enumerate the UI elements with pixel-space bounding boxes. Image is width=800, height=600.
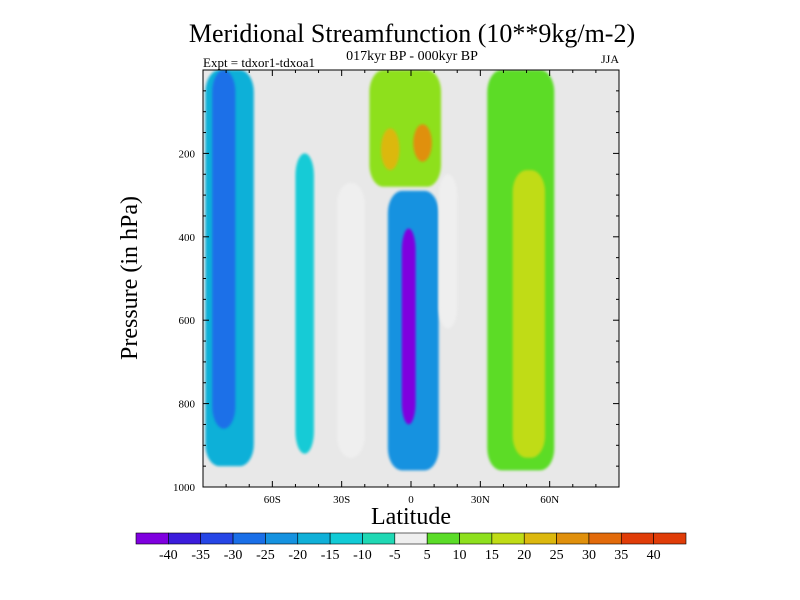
- colorbar-swatch: [297, 532, 331, 545]
- x-tick-label: 60N: [540, 494, 559, 506]
- colorbar-label: 5: [424, 548, 431, 563]
- y-tick-label: 400: [179, 232, 196, 244]
- colorbar-label: 30: [582, 548, 596, 563]
- y-tick-label: 200: [179, 148, 196, 160]
- colorbar-label: 40: [647, 548, 661, 563]
- colorbar-label: -40: [159, 548, 178, 563]
- x-tick-label: 60S: [264, 494, 281, 506]
- colorbar-swatch: [653, 532, 687, 545]
- y-tick-label: 1000: [173, 482, 196, 494]
- x-tick-label: 30N: [471, 494, 490, 506]
- colorbar-label: 15: [485, 548, 499, 563]
- contour-upper-pos-core-n: [413, 124, 432, 162]
- y-axis-label: Pressure (in hPa): [117, 196, 143, 360]
- colorbar-swatch: [232, 532, 266, 545]
- colorbar-swatch: [426, 532, 460, 545]
- colorbar-swatch: [491, 532, 525, 545]
- colorbar-label: -5: [389, 548, 401, 563]
- colorbar-label: -15: [321, 548, 340, 563]
- colorbar-label: 20: [517, 548, 531, 563]
- colorbar-swatch: [394, 532, 428, 545]
- colorbar-label: -10: [353, 548, 372, 563]
- y-tick-label: 600: [179, 315, 196, 327]
- colorbar-swatch: [588, 532, 622, 545]
- chart-subtitle: 017kyr BP - 000kyr BP: [346, 49, 478, 64]
- colorbar-label: -25: [256, 548, 275, 563]
- colorbar-swatch: [329, 532, 363, 545]
- colorbar-swatch: [459, 532, 493, 545]
- contour-upper-pos-core-s: [380, 128, 400, 171]
- season-label: JJA: [601, 52, 619, 66]
- contour-layer: [205, 70, 555, 471]
- colorbar-swatch: [523, 532, 557, 545]
- y-tick-label: 800: [179, 399, 196, 411]
- contour-tropical-neg-core: [401, 228, 416, 425]
- colorbar-swatch: [556, 532, 590, 545]
- contour-sh-30s-band: [337, 182, 365, 458]
- colorbar-label: -35: [191, 548, 210, 563]
- contour-nh-midlat-core: [512, 170, 546, 458]
- colorbar-swatch: [265, 532, 299, 545]
- colorbar-swatch: [200, 532, 234, 545]
- contour-sh-midlat-cell: [295, 153, 314, 454]
- colorbar: -40 -35 -30 -25 -20 -15 -10 -5 5 10 15 20 25 30 35 40: [135, 532, 687, 563]
- x-axis-label: Latitude: [371, 504, 451, 530]
- contour-sh-polar-core: [212, 70, 236, 429]
- x-axis: 60S 30S 0 30N 60N: [225, 70, 597, 506]
- experiment-label: Expt = tdxor1-tdxoa1: [203, 55, 315, 70]
- colorbar-label: 35: [614, 548, 628, 563]
- colorbar-label: 25: [550, 548, 564, 563]
- colorbar-swatch: [362, 532, 396, 545]
- chart-title: Meridional Streamfunction (10**9kg/m-2): [189, 19, 635, 48]
- colorbar-label: -30: [224, 548, 243, 563]
- colorbar-swatch: [168, 532, 202, 545]
- x-tick-label: 0: [408, 494, 414, 506]
- y-axis: 200 400 600 800 1000: [173, 90, 619, 494]
- colorbar-swatch: [135, 532, 169, 545]
- colorbar-label: 10: [453, 548, 467, 563]
- colorbar-label: -20: [288, 548, 307, 563]
- contour-nh-subtropic-band: [438, 174, 458, 329]
- colorbar-swatch: [620, 532, 654, 545]
- x-tick-label: 30S: [333, 494, 350, 506]
- contour-upper-pos-cell: [369, 70, 442, 187]
